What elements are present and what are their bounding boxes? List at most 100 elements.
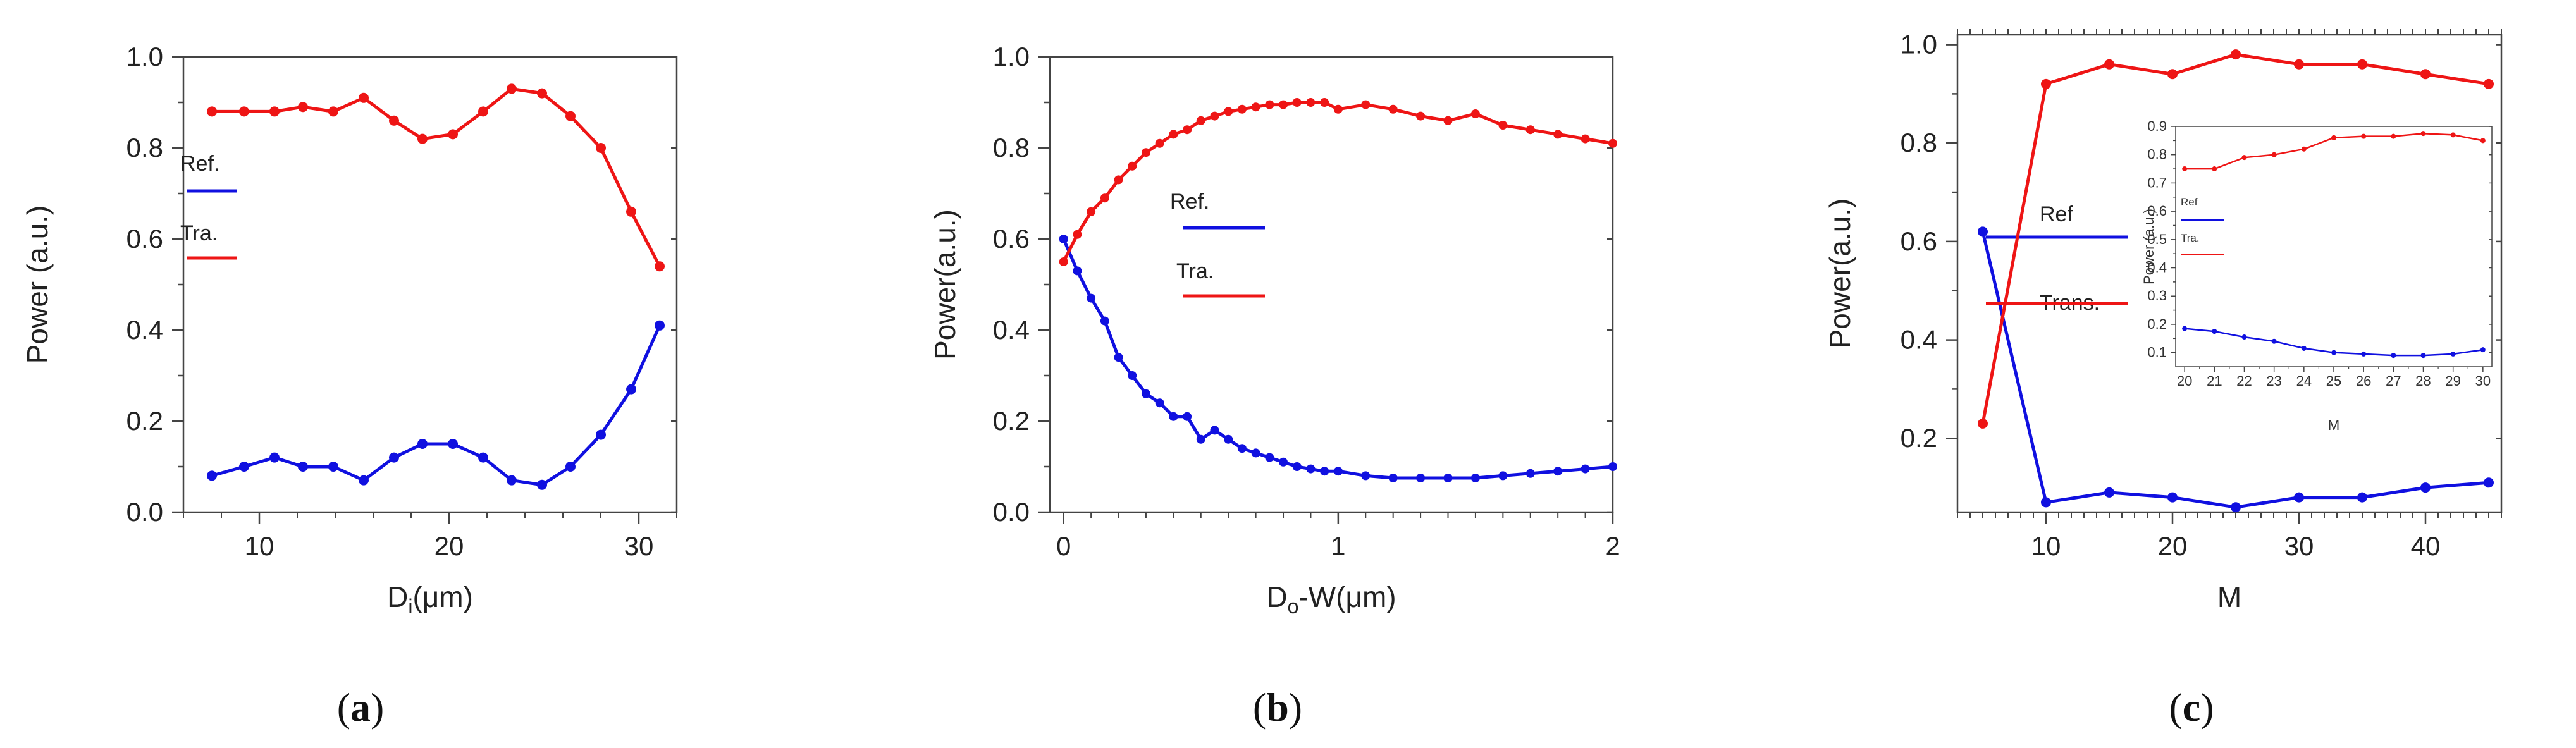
data-point-tra — [596, 143, 606, 153]
x-tick-label: 23 — [2266, 373, 2281, 389]
data-point-tra — [1416, 111, 1426, 121]
data-point-ref — [1306, 464, 1316, 474]
data-point-tra — [1470, 109, 1480, 118]
data-point-ref — [478, 452, 488, 463]
data-point-ref — [1292, 462, 1302, 471]
data-point-ref — [389, 452, 399, 463]
data-point-tra — [2041, 78, 2051, 89]
x-tick-label: 40 — [2411, 531, 2441, 561]
data-point-tra — [207, 106, 217, 117]
y-tick-label: 0.4 — [1901, 325, 1937, 355]
data-point-tra — [1608, 138, 1617, 148]
y-tick-label: 0.8 — [1901, 128, 1937, 157]
data-point-ref — [1320, 467, 1329, 476]
data-point-tra — [1443, 116, 1453, 125]
series-line-ref — [1062, 238, 1613, 480]
x-tick-label: 20 — [2158, 531, 2188, 561]
y-tick-label: 0.6 — [126, 224, 163, 254]
data-point-ref — [1265, 453, 1274, 462]
data-point-tra — [2241, 155, 2247, 161]
data-point-ref — [1416, 474, 1426, 482]
data-point-ref — [1114, 353, 1123, 362]
data-point-tra — [1251, 102, 1260, 112]
data-point-ref — [2450, 351, 2456, 357]
data-point-tra — [626, 206, 636, 217]
panel-label-c: (c) — [2169, 685, 2214, 730]
data-point-tra — [1237, 104, 1247, 114]
data-point-tra — [1978, 418, 1988, 429]
data-point-ref — [2391, 353, 2396, 359]
data-point-ref — [448, 439, 458, 449]
data-point-tra — [1525, 125, 1535, 135]
data-point-tra — [2480, 138, 2486, 144]
data-point-ref — [239, 462, 249, 472]
data-point-ref — [1100, 316, 1109, 326]
data-point-tra — [1169, 130, 1178, 139]
data-point-ref — [2484, 477, 2494, 488]
legend-label-tra: Tra. — [2181, 232, 2200, 244]
data-point-tra — [2420, 69, 2431, 80]
legend-label-tra: Tra. — [180, 221, 218, 245]
x-tick-label: 2 — [1605, 531, 1620, 561]
y-tick-label: 0.4 — [126, 315, 163, 345]
x-tick-label: 30 — [624, 531, 654, 561]
data-point-ref — [1224, 434, 1233, 444]
plot-frame — [2175, 126, 2493, 367]
data-point-tra — [1361, 100, 1371, 109]
legend-label-ref: Ref. — [180, 152, 219, 176]
data-point-ref — [1498, 471, 1508, 481]
data-point-ref — [626, 384, 636, 395]
data-point-ref — [207, 470, 217, 481]
data-point-ref — [565, 462, 576, 472]
data-point-tra — [1210, 111, 1219, 121]
x-tick-label: 29 — [2445, 373, 2460, 389]
data-point-ref — [1073, 266, 1082, 276]
data-point-tra — [417, 133, 428, 144]
data-point-ref — [2357, 492, 2367, 503]
x-axis-title: M — [2328, 417, 2339, 433]
data-point-ref — [537, 479, 547, 490]
data-point-ref — [1141, 389, 1150, 398]
data-point-ref — [1978, 226, 1988, 237]
y-tick-label: 0.2 — [126, 406, 163, 436]
x-tick-label: 25 — [2326, 373, 2341, 389]
data-point-ref — [1196, 434, 1205, 444]
y-tick-label: 0.8 — [2147, 147, 2167, 162]
x-tick-label: 21 — [2207, 373, 2222, 389]
x-tick-label: 10 — [2031, 531, 2061, 561]
data-point-ref — [1169, 412, 1178, 421]
x-axis-title: Do-W(μm) — [1266, 580, 1396, 618]
panel-label-b-letter: b — [1266, 685, 1289, 730]
x-tick-label: 26 — [2356, 373, 2371, 389]
data-point-tra — [507, 83, 517, 94]
data-point-tra — [1292, 98, 1302, 107]
data-point-ref — [1155, 398, 1164, 408]
data-point-tra — [2182, 166, 2188, 172]
data-point-ref — [1210, 426, 1219, 435]
data-point-ref — [1443, 474, 1453, 482]
data-point-tra — [1498, 121, 1508, 130]
panel-label-c-letter: c — [2183, 685, 2200, 730]
data-point-tra — [1333, 104, 1343, 114]
y-tick-label: 0.6 — [993, 224, 1030, 254]
data-point-ref — [2294, 492, 2304, 503]
panel-c-inset-chart: 0.1 0.2 0.3 0.4 0.5 0.6 0.7 0.8 0.9 20 21 22 23 24 25 2… — [2141, 118, 2493, 433]
data-point-tra — [1320, 98, 1329, 107]
data-point-tra — [565, 111, 576, 121]
y-tick-label: 0.4 — [2147, 260, 2167, 276]
panel-c-chart: 0.2 0.4 0.6 0.8 1.0 10 20 30 40 Power(a.u.) M Ref Tr… — [1823, 29, 2503, 613]
data-point-tra — [269, 106, 280, 117]
x-tick-label: 1 — [1331, 531, 1345, 561]
y-axis-title: Power (a.u.) — [21, 205, 54, 364]
data-point-tra — [239, 106, 249, 117]
panel-a-chart: 0.0 0.2 0.4 0.6 0.8 1.0 10 20 30 Power (a.u.) Di(μ… — [21, 42, 678, 618]
panel-label-b: (b) — [1253, 685, 1302, 730]
data-point-tra — [1388, 104, 1398, 114]
data-point-ref — [1388, 474, 1398, 482]
data-point-tra — [1141, 148, 1150, 157]
panel-label-a-letter: a — [350, 685, 371, 730]
plot-frame — [1956, 34, 2503, 513]
data-point-tra — [1128, 161, 1137, 171]
data-point-ref — [1251, 448, 1260, 458]
